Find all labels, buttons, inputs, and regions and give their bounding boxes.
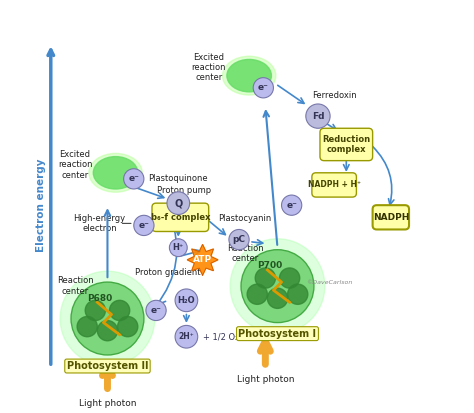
Circle shape — [97, 320, 118, 341]
Text: Proton pump: Proton pump — [157, 186, 211, 195]
Circle shape — [255, 268, 275, 288]
Circle shape — [134, 215, 154, 235]
Text: e⁻: e⁻ — [151, 306, 162, 315]
Text: NADPH + H⁺: NADPH + H⁺ — [308, 180, 361, 190]
Text: Plastoquinone: Plastoquinone — [148, 174, 208, 183]
Text: Proton gradient: Proton gradient — [136, 268, 201, 277]
Ellipse shape — [93, 157, 138, 189]
Text: pC: pC — [233, 235, 246, 244]
Circle shape — [267, 288, 288, 309]
Circle shape — [229, 230, 249, 250]
FancyBboxPatch shape — [320, 128, 373, 161]
Circle shape — [109, 300, 130, 320]
Text: Ferredoxin: Ferredoxin — [312, 91, 356, 100]
Circle shape — [146, 300, 166, 320]
Circle shape — [282, 195, 302, 215]
FancyBboxPatch shape — [373, 205, 409, 230]
Text: Light photon: Light photon — [79, 399, 136, 408]
Circle shape — [71, 282, 144, 355]
Circle shape — [306, 104, 330, 128]
Text: Reduction
complex: Reduction complex — [322, 135, 370, 154]
Text: Photosystem II: Photosystem II — [67, 361, 148, 371]
Text: e⁻: e⁻ — [128, 174, 139, 183]
Circle shape — [253, 78, 273, 98]
Text: High-energy
electron: High-energy electron — [73, 214, 126, 233]
Text: H⁺: H⁺ — [173, 243, 184, 252]
Text: Reaction
center: Reaction center — [227, 244, 264, 263]
Text: H₂O: H₂O — [178, 296, 195, 305]
Text: e⁻: e⁻ — [138, 221, 149, 230]
Text: ©DaveCarlson: ©DaveCarlson — [306, 280, 352, 285]
Circle shape — [169, 239, 187, 256]
Text: ATP: ATP — [193, 255, 212, 264]
Circle shape — [280, 268, 300, 288]
Circle shape — [288, 284, 308, 304]
Text: e⁻: e⁻ — [258, 83, 269, 92]
Text: Excited
reaction
center: Excited reaction center — [58, 150, 92, 180]
Text: Reaction
center: Reaction center — [57, 276, 93, 296]
Circle shape — [230, 239, 325, 334]
Circle shape — [241, 250, 314, 323]
Text: Light photon: Light photon — [237, 375, 294, 384]
Text: NADPH: NADPH — [373, 213, 409, 222]
Text: 2H⁺: 2H⁺ — [179, 332, 194, 341]
Circle shape — [175, 325, 198, 348]
Text: Excited
reaction
center: Excited reaction center — [191, 52, 226, 83]
Text: Photosystem I: Photosystem I — [238, 329, 317, 339]
Polygon shape — [187, 244, 218, 275]
Text: b₆-f complex: b₆-f complex — [151, 213, 210, 222]
Text: + 1/2 O₂: + 1/2 O₂ — [202, 332, 238, 341]
Text: Fd: Fd — [312, 112, 324, 121]
Text: P680: P680 — [87, 294, 112, 303]
Circle shape — [247, 284, 267, 304]
Circle shape — [175, 289, 198, 312]
Text: Electron energy: Electron energy — [36, 159, 46, 252]
Text: Q: Q — [174, 198, 182, 208]
Circle shape — [77, 316, 97, 337]
Text: P700: P700 — [257, 261, 282, 271]
Ellipse shape — [222, 56, 276, 95]
Ellipse shape — [227, 59, 272, 92]
Circle shape — [124, 169, 144, 189]
Text: e⁻: e⁻ — [286, 201, 297, 210]
Circle shape — [118, 316, 138, 337]
Ellipse shape — [89, 153, 142, 192]
Text: Plastocyanin: Plastocyanin — [219, 214, 272, 223]
Circle shape — [85, 300, 105, 320]
Circle shape — [60, 271, 155, 366]
Circle shape — [167, 192, 190, 214]
FancyBboxPatch shape — [152, 203, 209, 232]
FancyBboxPatch shape — [312, 173, 356, 197]
